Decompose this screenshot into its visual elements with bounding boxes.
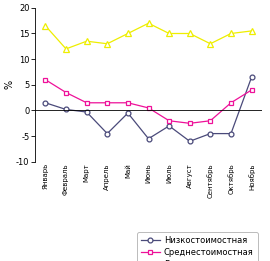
Среднестоимостная — [126, 101, 130, 104]
Высокостоимостная — [167, 32, 171, 35]
Среднестоимостная — [250, 88, 253, 92]
Низкостоимостная — [65, 108, 68, 111]
Высокостоимостная — [147, 22, 150, 25]
Line: Высокостоимостная: Высокостоимостная — [43, 20, 254, 52]
Среднестоимостная — [106, 101, 109, 104]
Среднестоимостная — [85, 101, 88, 104]
Среднестоимостная — [65, 91, 68, 94]
Низкостоимостная — [106, 132, 109, 135]
Среднестоимостная — [229, 101, 232, 104]
Среднестоимостная — [44, 78, 47, 81]
Низкостоимостная — [250, 76, 253, 79]
Высокостоимостная — [106, 42, 109, 45]
Среднестоимостная — [167, 119, 171, 122]
Низкостоимостная — [85, 110, 88, 114]
Среднестоимостная — [209, 119, 212, 122]
Высокостоимостная — [44, 24, 47, 27]
Legend: Низкостоимостная, Среднестоимостная, Высокостоимостная: Низкостоимостная, Среднестоимостная, Выс… — [137, 232, 258, 261]
Y-axis label: %: % — [5, 80, 15, 89]
Высокостоимостная — [229, 32, 232, 35]
Среднестоимостная — [188, 122, 191, 125]
Line: Среднестоимостная: Среднестоимостная — [43, 77, 254, 126]
Высокостоимостная — [85, 40, 88, 43]
Низкостоимостная — [126, 111, 130, 115]
Низкостоимостная — [188, 140, 191, 143]
Высокостоимостная — [188, 32, 191, 35]
Низкостоимостная — [209, 132, 212, 135]
Высокостоимостная — [126, 32, 130, 35]
Высокостоимостная — [65, 47, 68, 50]
Высокостоимостная — [209, 42, 212, 45]
Низкостоимостная — [167, 124, 171, 127]
Высокостоимостная — [250, 29, 253, 33]
Среднестоимостная — [147, 106, 150, 110]
Низкостоимостная — [229, 132, 232, 135]
Низкостоимостная — [147, 137, 150, 140]
Низкостоимостная — [44, 101, 47, 104]
Line: Низкостоимостная: Низкостоимостная — [43, 75, 254, 144]
